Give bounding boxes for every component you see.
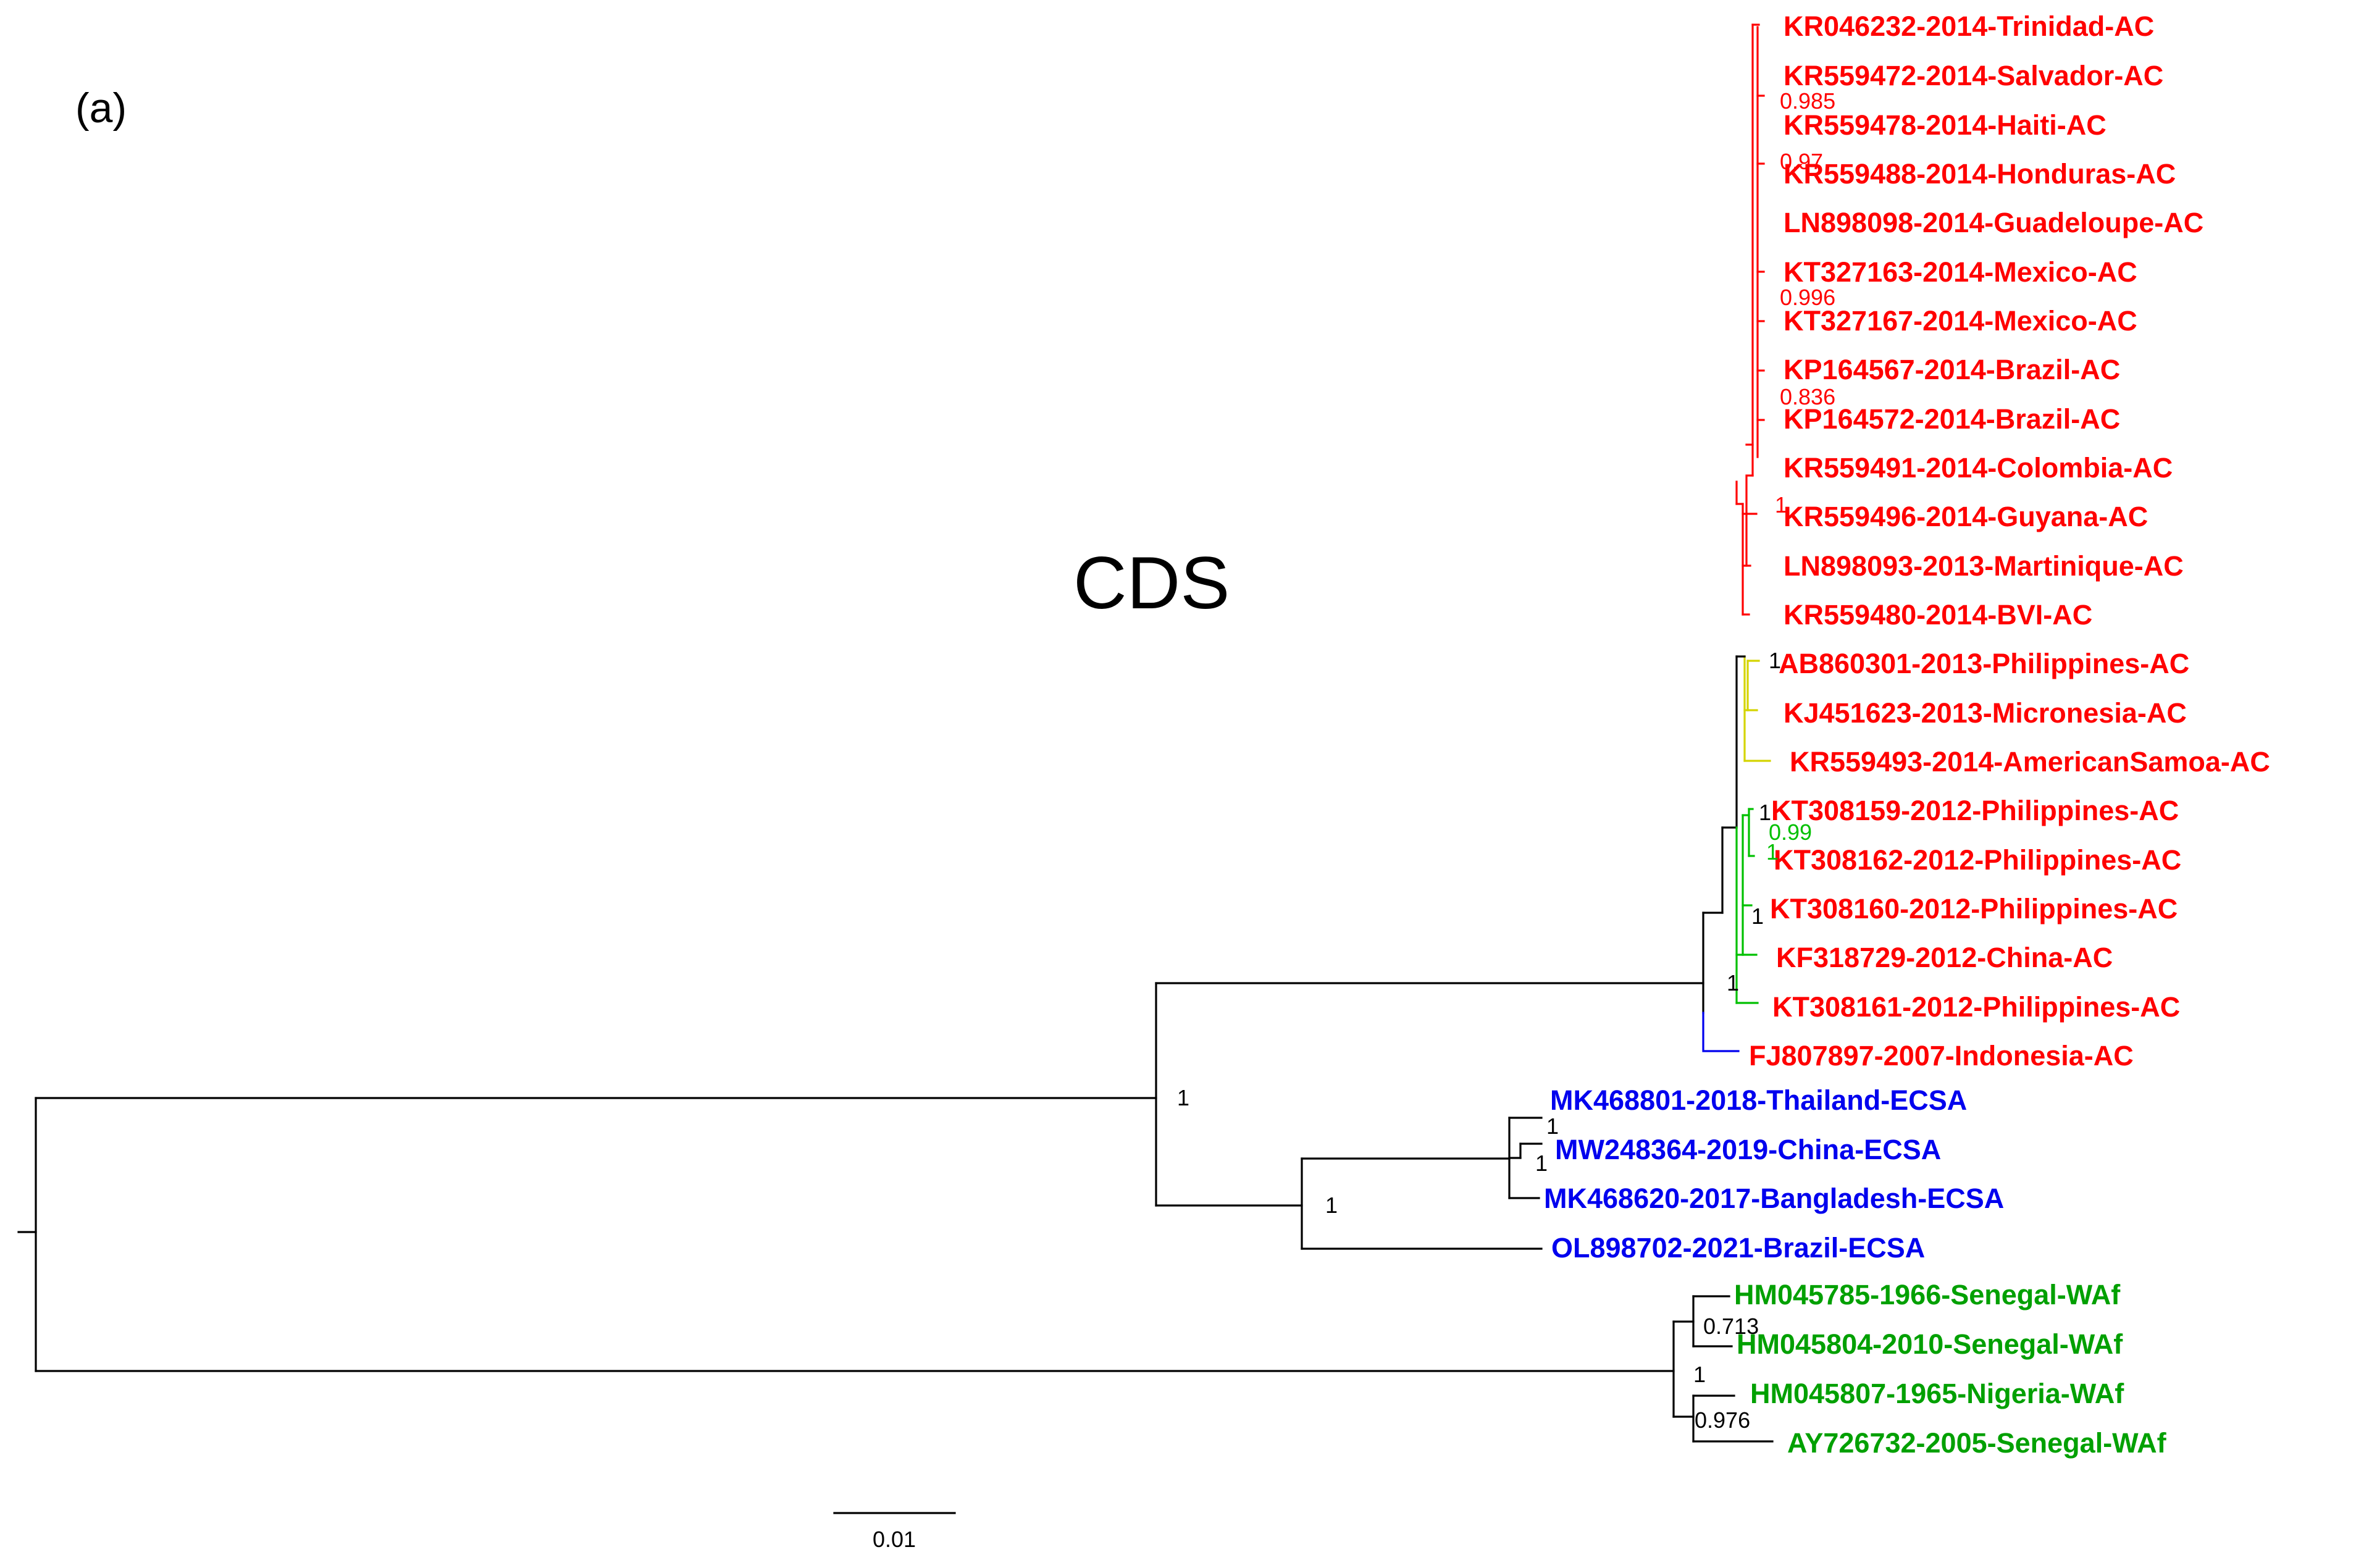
- tip-label: KT327163-2014-Mexico-AC: [1784, 256, 2137, 288]
- support-value: 1: [1693, 1362, 1706, 1387]
- support-value: 1: [1727, 970, 1739, 996]
- tip-label: KT308159-2012-Philippines-AC: [1771, 795, 2179, 826]
- red-subclade-branches: [1735, 23, 1765, 616]
- scale-bar-label: 0.01: [873, 1527, 916, 1552]
- tip-label: FJ807897-2007-Indonesia-AC: [1749, 1040, 2134, 1071]
- tip-label: KT308161-2012-Philippines-AC: [1772, 991, 2180, 1023]
- support-value: 1: [1769, 648, 1781, 673]
- support-value: 1: [1177, 1085, 1189, 1110]
- support-value: 0.985: [1780, 88, 1835, 114]
- tip-label: KJ451623-2013-Micronesia-AC: [1784, 697, 2187, 729]
- support-value: 0.97: [1780, 149, 1823, 174]
- panel-label: (a): [75, 85, 127, 132]
- tip-label: LN898098-2014-Guadeloupe-AC: [1784, 207, 2203, 238]
- tip-label: MK468620-2017-Bangladesh-ECSA: [1544, 1183, 2004, 1214]
- tip-label: KF318729-2012-China-AC: [1776, 942, 2113, 973]
- support-values-black: 1 1 1 1 1 1 1 1 0.713 1 0.976: [1177, 648, 1781, 1433]
- tip-label: MK468801-2018-Thailand-ECSA: [1550, 1084, 1967, 1116]
- yellow-subclade-branches: [1743, 655, 1771, 762]
- tip-label: KT327167-2014-Mexico-AC: [1784, 305, 2137, 337]
- tip-label: KR559496-2014-Guyana-AC: [1784, 501, 2148, 532]
- support-values-green: 0.99 1: [1766, 820, 1812, 865]
- tip-label: KR559472-2014-Salvador-AC: [1784, 60, 2163, 91]
- tip-label: KR559491-2014-Colombia-AC: [1784, 452, 2173, 484]
- tip-label: HM045804-2010-Senegal-WAf: [1737, 1328, 2123, 1360]
- tip-label: KT308160-2012-Philippines-AC: [1770, 893, 2178, 924]
- tip-label: AY726732-2005-Senegal-WAf: [1787, 1427, 2167, 1459]
- support-value: 1: [1759, 800, 1771, 825]
- tip-label: KR559478-2014-Haiti-AC: [1784, 109, 2107, 141]
- tip-label: AB860301-2013-Philippines-AC: [1779, 648, 2189, 679]
- support-value: 1: [1535, 1151, 1548, 1176]
- tip-label: MW248364-2019-China-ECSA: [1555, 1134, 1941, 1165]
- support-value: 1: [1766, 839, 1779, 865]
- tip-label: HM045785-1966-Senegal-WAf: [1734, 1279, 2121, 1310]
- waf-clade-tips: HM045785-1966-Senegal-WAf HM045804-2010-…: [1734, 1279, 2167, 1459]
- support-values-red: 0.985 0.97 0.996 0.836 1: [1775, 88, 1835, 518]
- support-value: 0.996: [1780, 285, 1835, 310]
- tip-label: KP164567-2014-Brazil-AC: [1784, 354, 2120, 385]
- tip-label: KT308162-2012-Philippines-AC: [1774, 844, 2181, 876]
- tip-label: KR559493-2014-AmericanSamoa-AC: [1790, 746, 2270, 778]
- support-value: 0.713: [1703, 1314, 1759, 1339]
- tip-label: KR559480-2014-BVI-AC: [1784, 599, 2092, 631]
- tip-label: LN898093-2013-Martinique-AC: [1784, 550, 2184, 582]
- indonesia-branch: [1702, 1012, 1740, 1052]
- support-value: 0.99: [1769, 820, 1812, 845]
- backbone-branches: [17, 655, 1774, 1443]
- support-value: 1: [1325, 1193, 1338, 1218]
- tip-label: KP164572-2014-Brazil-AC: [1784, 403, 2120, 435]
- support-value: 0.836: [1780, 384, 1835, 409]
- tip-label: KR559488-2014-Honduras-AC: [1784, 158, 2176, 190]
- ecsa-clade-tips: MK468801-2018-Thailand-ECSA MW248364-201…: [1544, 1084, 2004, 1264]
- green-subclade-branches: [1735, 808, 1759, 1004]
- support-value: 1: [1751, 903, 1764, 929]
- asian-clade-tips: KR046232-2014-Trinidad-AC KR559472-2014-…: [1749, 10, 2270, 1071]
- tip-label: OL898702-2021-Brazil-ECSA: [1551, 1232, 1925, 1264]
- tip-label: HM045807-1965-Nigeria-WAf: [1750, 1378, 2124, 1409]
- support-value: 1: [1546, 1113, 1559, 1139]
- tree-title: CDS: [1073, 542, 1230, 624]
- support-value: 0.976: [1695, 1407, 1750, 1433]
- tip-label: KR046232-2014-Trinidad-AC: [1784, 10, 2154, 42]
- support-value: 1: [1775, 492, 1787, 518]
